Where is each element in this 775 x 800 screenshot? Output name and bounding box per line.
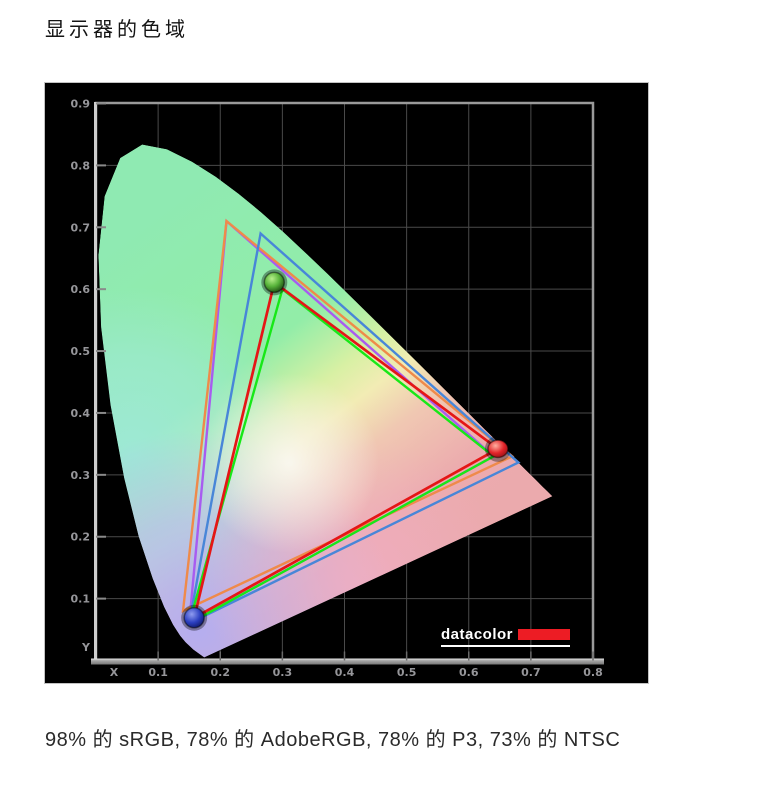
y-tick-label: 0.2 — [71, 531, 91, 544]
x-tick-label: 0.4 — [335, 666, 355, 679]
chromaticity-chart-svg: 0.1 0.2 0.3 0.4 0.5 0.6 0.7 0.8 0.9 0.1 0.2 0.3 0.4 0… — [45, 83, 648, 683]
gamut-triangle-display — [192, 280, 501, 621]
y-axis-label: Y — [81, 641, 91, 654]
vertex-marker-blue-sphere — [183, 607, 205, 629]
x-tick-label: 0.3 — [273, 666, 293, 679]
y-tick-label: 0.4 — [71, 407, 91, 420]
x-tick-label: 0.8 — [583, 666, 603, 679]
x-tick-label: 0.2 — [211, 666, 231, 679]
x-tick-label: 0.6 — [459, 666, 479, 679]
y-tick-label: 0.8 — [71, 159, 91, 172]
axis-labels: 0.1 0.2 0.3 0.4 0.5 0.6 0.7 0.8 0.9 0.1 0.2 0.3 0.4 0… — [71, 98, 603, 680]
x-axis-label: X — [110, 666, 119, 679]
y-tick-label: 0.6 — [71, 283, 91, 296]
gamut-triangles — [181, 218, 521, 626]
x-tick-label: 0.5 — [397, 666, 417, 679]
y-tick-label: 0.1 — [71, 593, 91, 606]
x-tick-label: 0.1 — [148, 666, 168, 679]
y-tick-label: 0.3 — [71, 469, 91, 482]
datacolor-logo-text: datacolor — [441, 626, 514, 643]
tick-marks — [96, 102, 594, 661]
vertex-marker-red-sphere — [487, 439, 509, 459]
gamut-triangle-p3 — [187, 231, 521, 626]
chromaticity-chart: 0.1 0.2 0.3 0.4 0.5 0.6 0.7 0.8 0.9 0.1 0.2 0.3 0.4 0… — [44, 82, 649, 684]
x-tick-label: 0.7 — [521, 666, 541, 679]
y-tick-label: 0.9 — [71, 98, 91, 111]
y-tick-label: 0.7 — [71, 221, 91, 234]
gamut-triangle-srgb — [187, 287, 496, 626]
page-title: 显示器的色域 — [45, 19, 189, 41]
vertex-marker-green-sphere — [263, 271, 286, 294]
y-tick-label: 0.5 — [71, 345, 91, 358]
primary-markers — [181, 269, 511, 631]
datacolor-logo-red-bar — [518, 629, 571, 640]
datacolor-logo: datacolor — [441, 626, 571, 647]
gamut-coverage-caption: 98% 的 sRGB, 78% 的 AdobeRGB, 78% 的 P3, 73… — [45, 729, 621, 751]
